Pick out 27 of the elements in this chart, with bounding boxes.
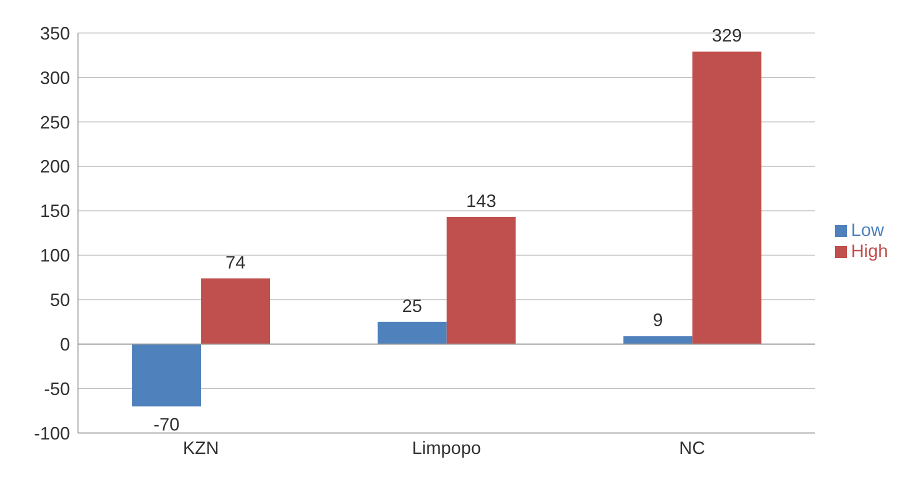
data-label: 329 — [712, 26, 742, 46]
data-label: 143 — [466, 191, 496, 211]
y-tick-label: -100 — [34, 423, 70, 444]
y-tick-label: 150 — [40, 201, 70, 222]
y-tick-label: 200 — [40, 156, 70, 177]
data-label: 9 — [652, 310, 663, 330]
data-label: 74 — [226, 252, 246, 272]
bar — [132, 344, 202, 406]
data-label: -70 — [154, 414, 180, 434]
bar — [201, 278, 270, 344]
y-tick-label: 100 — [40, 246, 70, 266]
y-tick-label: 250 — [40, 112, 70, 132]
bar — [692, 52, 762, 344]
bar — [446, 217, 516, 344]
y-tick-label: 0 — [60, 334, 70, 354]
y-tick-label: 50 — [50, 290, 70, 310]
bar — [378, 322, 447, 344]
x-tick-label: KZN — [182, 438, 219, 458]
legend-label: Low — [850, 220, 884, 240]
x-tick-label: NC — [679, 438, 706, 458]
y-tick-label: 350 — [40, 23, 70, 44]
y-tick-label: 300 — [40, 68, 70, 88]
legend-label: High — [850, 240, 888, 260]
x-tick-label: Limpopo — [412, 438, 482, 458]
data-label: 25 — [402, 296, 422, 316]
y-tick-label: -50 — [44, 378, 70, 399]
bar — [623, 336, 692, 344]
